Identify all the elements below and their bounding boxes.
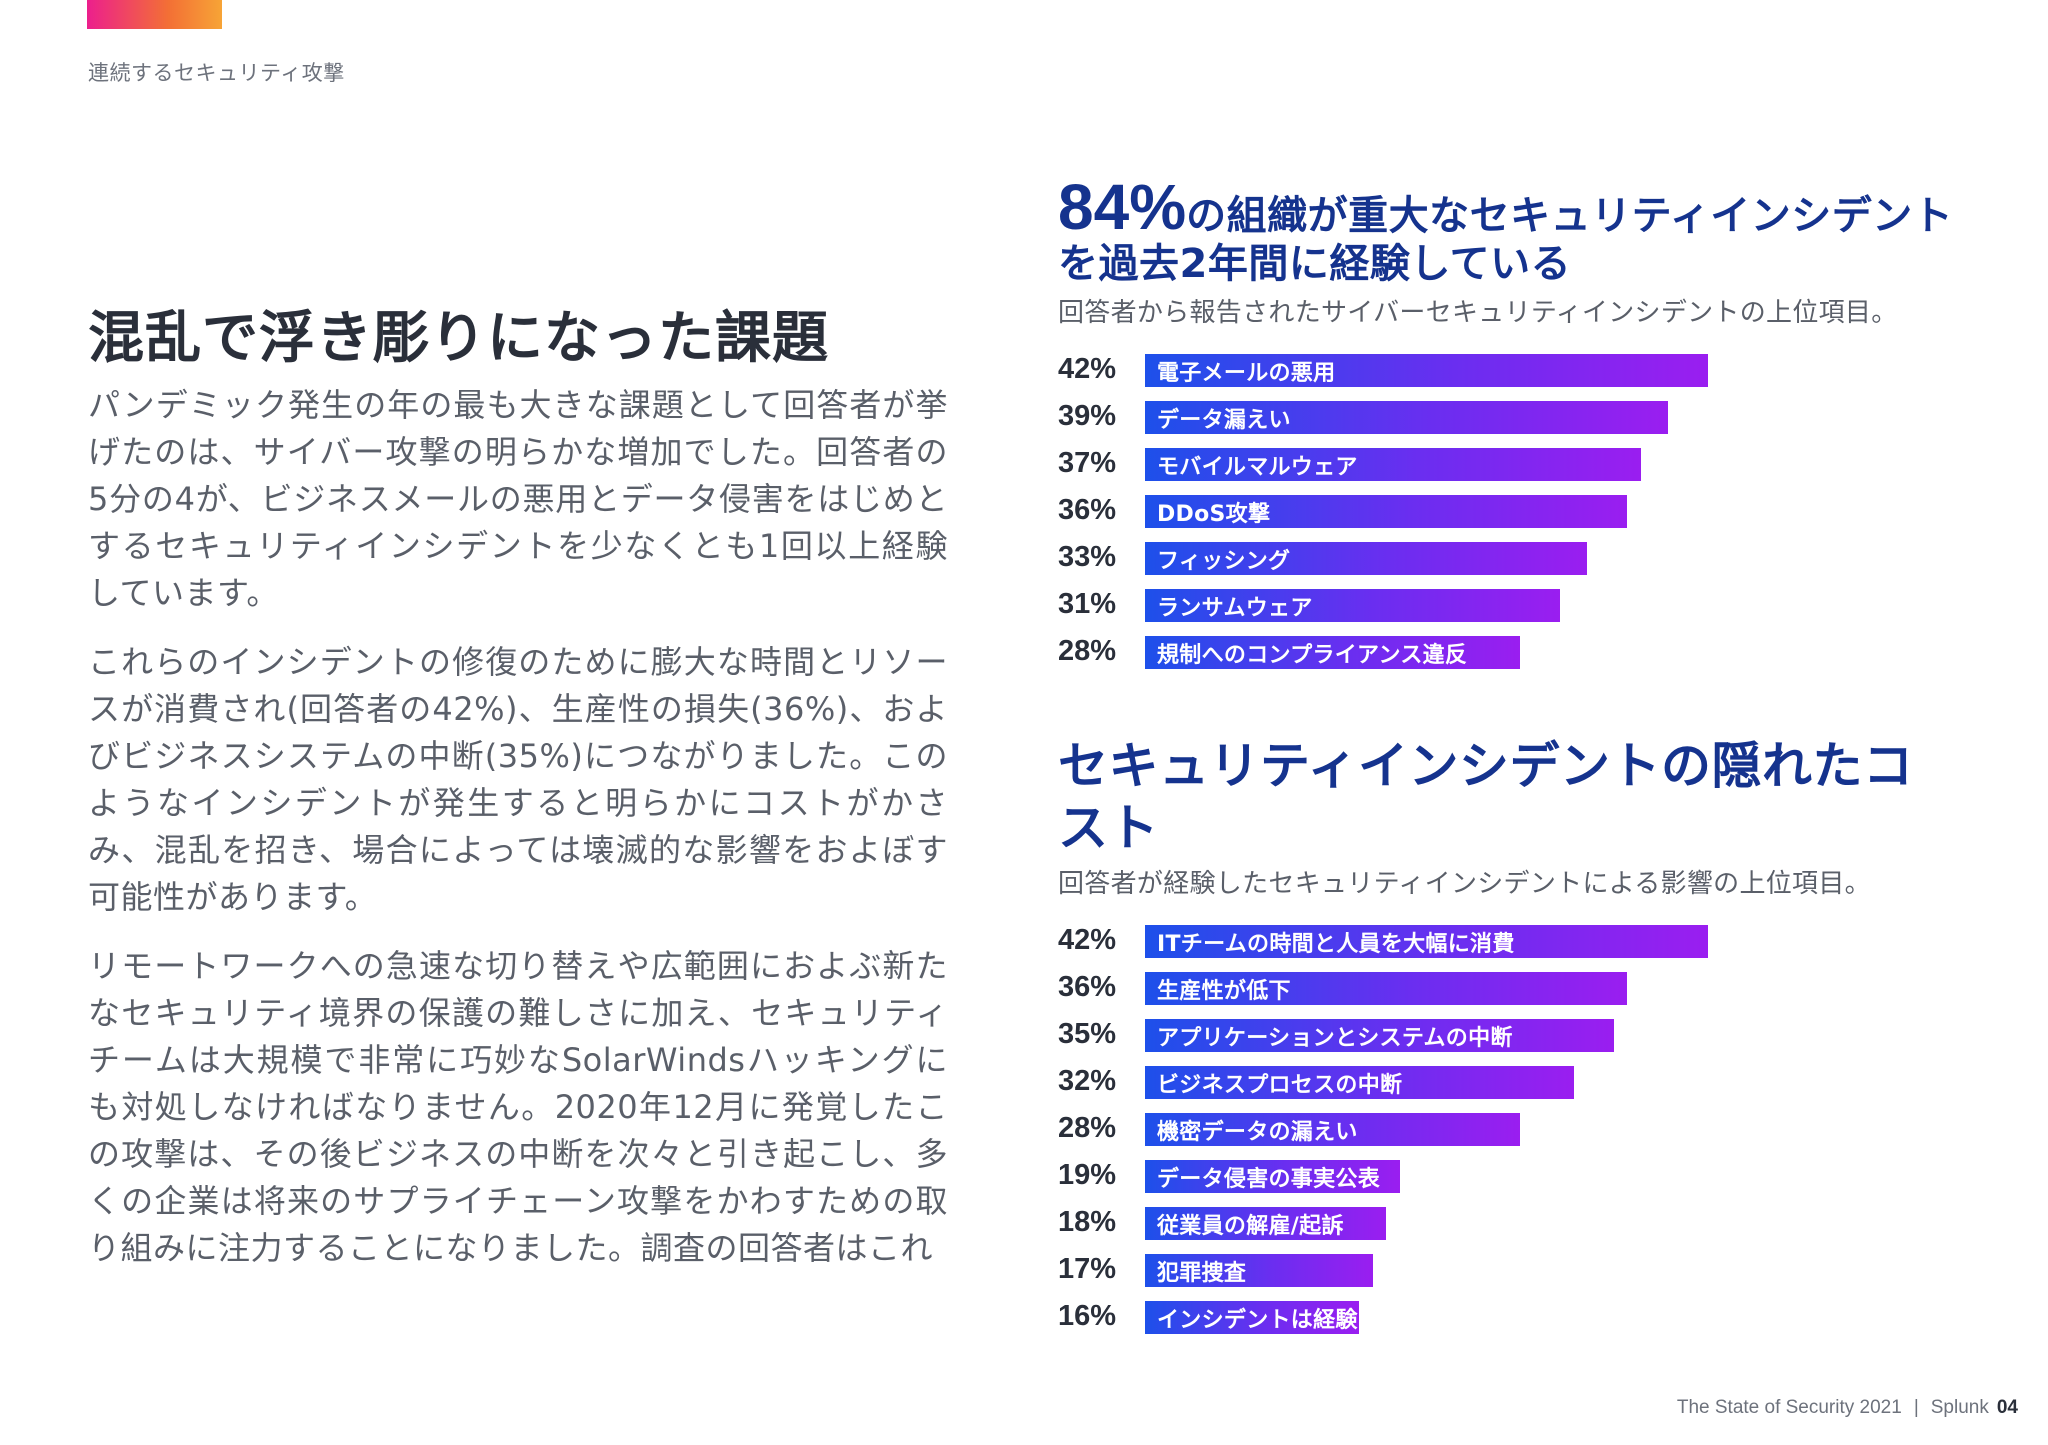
chart-title: セキュリティインシデントの隠れたコスト bbox=[1058, 737, 1914, 857]
bar-row: 42% 電子メールの悪用 bbox=[1058, 349, 1958, 396]
bar-value-label: 36% bbox=[1058, 494, 1117, 526]
bar: モバイルマルウェア bbox=[1145, 448, 1641, 481]
bar-value-label: 36% bbox=[1058, 971, 1117, 1003]
chart-title: 84%の組織が重大なセキュリティインシデントを過去2年間に経験している bbox=[1058, 175, 1958, 288]
bar-category-label: 犯罪捜査 bbox=[1157, 1260, 1247, 1286]
bar-row: 39% データ漏えい bbox=[1058, 396, 1958, 443]
bar-row: 37% モバイルマルウェア bbox=[1058, 443, 1958, 490]
footer-brand: Splunk bbox=[1930, 1397, 1989, 1418]
bar-row: 36% DDoS攻撃 bbox=[1058, 490, 1958, 537]
bar-list: 42% ITチームの時間と人員を大幅に消費 36% 生産性が低下 35% アプリケーション… bbox=[1058, 920, 1958, 1343]
bar-value-label: 33% bbox=[1058, 541, 1117, 573]
page-footer: The State of Security 2021 | Splunk 04 bbox=[1677, 1397, 2018, 1419]
bar-category-label: ビジネスプロセスの中断 bbox=[1157, 1072, 1403, 1098]
bar-row: 18% 従業員の解雇/起訴 bbox=[1058, 1202, 1958, 1249]
bar-value-label: 19% bbox=[1058, 1159, 1117, 1191]
chart-subtitle: 回答者が経験したセキュリティインシデントによる影響の上位項目。 bbox=[1058, 869, 1871, 899]
bar-row: 28% 機密データの漏えい bbox=[1058, 1108, 1958, 1155]
bar-category-label: ITチームの時間と人員を大幅に消費 bbox=[1157, 931, 1515, 957]
bar-value-label: 42% bbox=[1058, 353, 1117, 385]
bar-row: 33% フィッシング bbox=[1058, 537, 1958, 584]
bar-category-label: 従業員の解雇/起訴 bbox=[1157, 1213, 1344, 1239]
bar-category-label: データ漏えい bbox=[1157, 407, 1291, 433]
bar: 従業員の解雇/起訴 bbox=[1145, 1207, 1386, 1240]
bar-value-label: 18% bbox=[1058, 1206, 1117, 1238]
page-number: 04 bbox=[1996, 1397, 2018, 1418]
bar-row: 28% 規制へのコンプライアンス違反 bbox=[1058, 631, 1958, 678]
bar-row: 31% ランサムウェア bbox=[1058, 584, 1958, 631]
bar-value-label: 17% bbox=[1058, 1253, 1117, 1285]
bar: 電子メールの悪用 bbox=[1145, 354, 1708, 387]
body-paragraph-2: これらのインシデントの修復のために膨大な時間とリソースが消費され(回答者の42%… bbox=[88, 643, 948, 916]
bar-category-label: モバイルマルウェア bbox=[1157, 454, 1358, 480]
bar-row: 19% データ侵害の事実公表 bbox=[1058, 1155, 1958, 1202]
bar: インシデントは経験したが影響は軽微 bbox=[1145, 1301, 1536, 1334]
bar-row: 35% アプリケーションとシステムの中断 bbox=[1058, 1014, 1958, 1061]
hidden-cost-chart: セキュリティインシデントの隠れたコスト 回答者が経験したセキュリティインシデント… bbox=[1058, 735, 1958, 1343]
bar-category-label: アプリケーションとシステムの中断 bbox=[1157, 1025, 1513, 1051]
bar-value-label: 28% bbox=[1058, 1112, 1117, 1144]
bar-row: 16% インシデントは経験したが影響は軽微 bbox=[1058, 1296, 1958, 1343]
bar-category-label: ランサムウェア bbox=[1157, 595, 1313, 621]
bar-category-label: 電子メールの悪用 bbox=[1157, 360, 1336, 386]
left-column: 混乱で浮き彫りになった課題 パンデミック発生の年の最も大きな課題として回答者が挙… bbox=[88, 300, 948, 1294]
footer-separator: | bbox=[1913, 1397, 1919, 1418]
chart-subtitle: 回答者から報告されたサイバーセキュリティインシデントの上位項目。 bbox=[1058, 298, 1898, 328]
bar-category-label: データ侵害の事実公表 bbox=[1157, 1166, 1381, 1192]
bar: ITチームの時間と人員を大幅に消費 bbox=[1145, 925, 1708, 958]
page-title: 混乱で浮き彫りになった課題 bbox=[88, 306, 829, 371]
bar-row: 17% 犯罪捜査 bbox=[1058, 1249, 1958, 1296]
bar-row: 36% 生産性が低下 bbox=[1058, 967, 1958, 1014]
bar-value-label: 16% bbox=[1058, 1300, 1117, 1332]
chart-title-stat: 84% bbox=[1058, 171, 1187, 243]
incidents-chart: 84%の組織が重大なセキュリティインシデントを過去2年間に経験している 回答者か… bbox=[1058, 175, 1958, 678]
bar-list: 42% 電子メールの悪用 39% データ漏えい 37% モバイルマルウェア 36% DDoS攻… bbox=[1058, 349, 1958, 678]
bar-row: 42% ITチームの時間と人員を大幅に消費 bbox=[1058, 920, 1958, 967]
bar: ビジネスプロセスの中断 bbox=[1145, 1066, 1574, 1099]
section-label: 連続するセキュリティ攻撃 bbox=[88, 61, 345, 85]
bar: 生産性が低下 bbox=[1145, 972, 1627, 1005]
bar-value-label: 37% bbox=[1058, 447, 1117, 479]
footer-title: The State of Security 2021 bbox=[1676, 1397, 1902, 1418]
bar: データ侵害の事実公表 bbox=[1145, 1160, 1400, 1193]
bar-row: 32% ビジネスプロセスの中断 bbox=[1058, 1061, 1958, 1108]
bar: アプリケーションとシステムの中断 bbox=[1145, 1019, 1614, 1052]
bar-value-label: 35% bbox=[1058, 1018, 1117, 1050]
bar: ランサムウェア bbox=[1145, 589, 1560, 622]
bar-value-label: 31% bbox=[1058, 588, 1117, 620]
bar-value-label: 42% bbox=[1058, 924, 1117, 956]
bar-category-label: 生産性が低下 bbox=[1157, 978, 1291, 1004]
bar: 犯罪捜査 bbox=[1145, 1254, 1373, 1287]
bar-category-label: 機密データの漏えい bbox=[1157, 1119, 1358, 1145]
bar-value-label: 39% bbox=[1058, 400, 1117, 432]
bar: 規制へのコンプライアンス違反 bbox=[1145, 636, 1520, 669]
bar-value-label: 28% bbox=[1058, 635, 1117, 667]
bar-category-label: DDoS攻撃 bbox=[1157, 501, 1271, 527]
body-paragraph-3: リモートワークへの急速な切り替えや広範囲におよぶ新たなセキュリティ境界の保護の難… bbox=[88, 947, 948, 1267]
bar: データ漏えい bbox=[1145, 401, 1668, 434]
bar: DDoS攻撃 bbox=[1145, 495, 1627, 528]
bar-category-label: インシデントは経験したが影響は軽微 bbox=[1157, 1307, 1537, 1333]
body-paragraph-1: パンデミック発生の年の最も大きな課題として回答者が挙げたのは、サイバー攻撃の明ら… bbox=[88, 386, 948, 612]
bar-value-label: 32% bbox=[1058, 1065, 1117, 1097]
chart-title-text: の組織が重大なセキュリティインシデントを過去2年間に経験している bbox=[1058, 193, 1954, 287]
accent-bar bbox=[87, 0, 222, 29]
bar: 機密データの漏えい bbox=[1145, 1113, 1520, 1146]
bar: フィッシング bbox=[1145, 542, 1587, 575]
bar-category-label: フィッシング bbox=[1157, 548, 1291, 574]
bar-category-label: 規制へのコンプライアンス違反 bbox=[1157, 642, 1468, 668]
